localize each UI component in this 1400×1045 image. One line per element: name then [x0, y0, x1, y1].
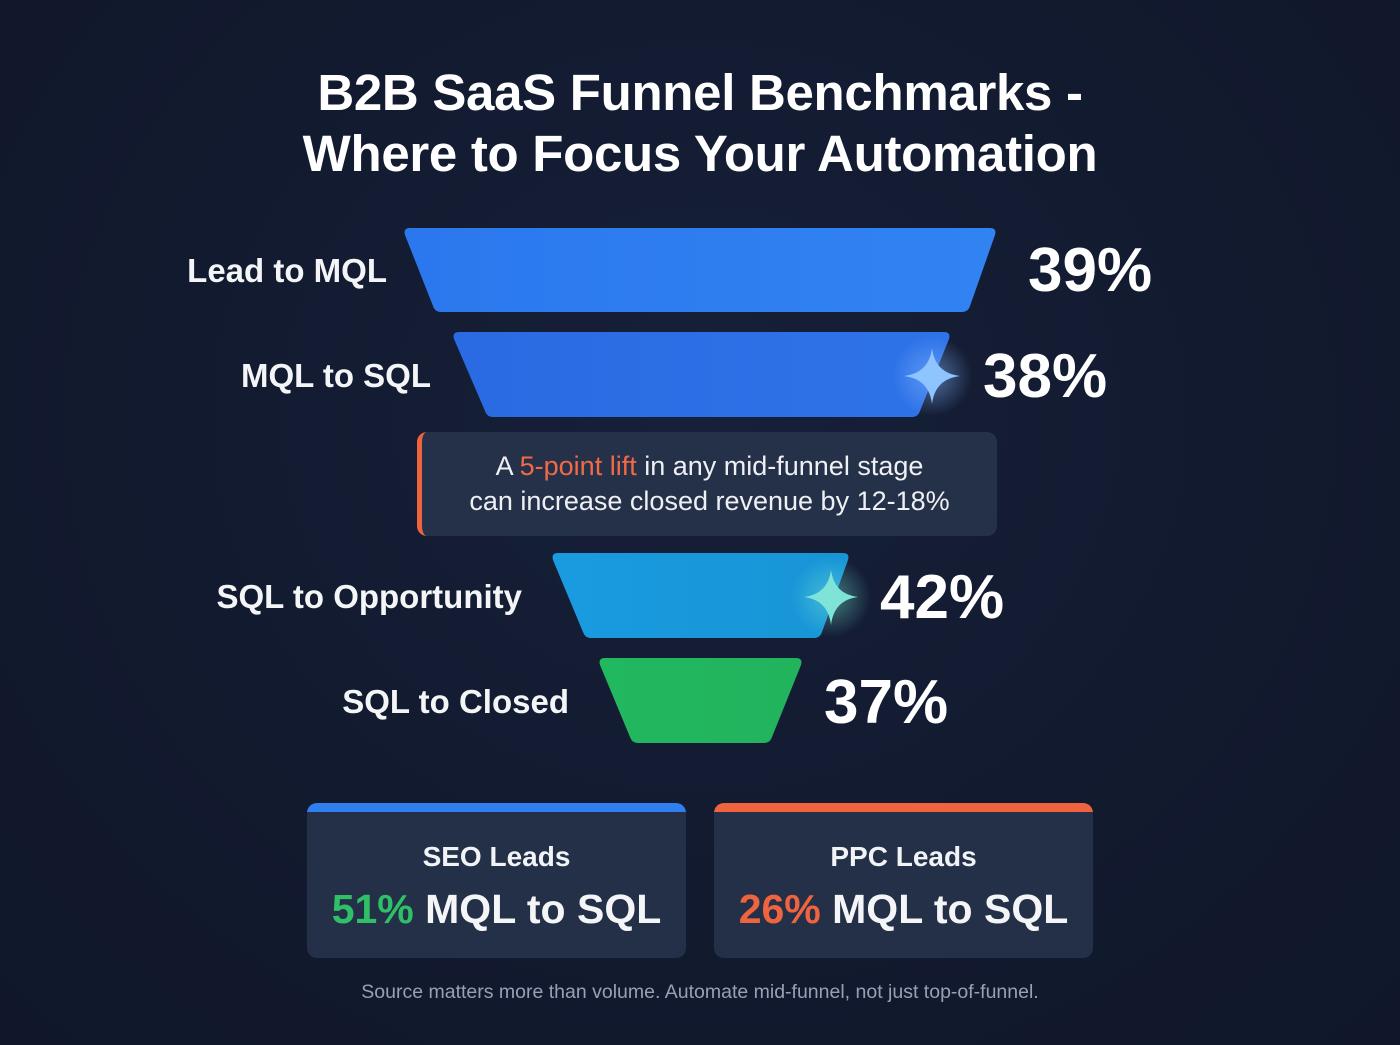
seo-stat-value: 51%: [331, 886, 414, 932]
title-line-1: B2B SaaS Funnel Benchmarks -: [317, 64, 1083, 121]
insight-callout: A 5-point lift in any mid-funnel stage c…: [417, 432, 997, 536]
ppc-leads-card: PPC Leads 26% MQL to SQL: [714, 803, 1093, 958]
ppc-card-accent-bar: [714, 803, 1093, 812]
ppc-stat-value: 26%: [738, 886, 821, 932]
stage-label-lead-to-mql: Lead to MQL: [187, 252, 387, 289]
seo-card-title: SEO Leads: [422, 841, 571, 872]
seo-card-stat: 51% MQL to SQL: [307, 885, 686, 933]
ppc-stat-label: MQL to SQL: [820, 886, 1069, 932]
funnel-stage-1-shape: [404, 228, 996, 312]
seo-stat-label: MQL to SQL: [413, 886, 662, 932]
stage-label-sql-to-closed: SQL to Closed: [342, 683, 569, 720]
stage-value-sql-to-opportunity: 42%: [880, 563, 1005, 632]
funnel-stage-4-shape: [599, 658, 802, 743]
stage-label-mql-to-sql: MQL to SQL: [240, 357, 431, 394]
callout-highlight: 5-point lift: [519, 451, 637, 481]
sparkle-icon: [892, 336, 972, 416]
callout-line-1: A 5-point lift in any mid-funnel stage: [496, 449, 924, 484]
funnel-stage-3-shape: [552, 553, 849, 638]
funnel-stage-2-shape: [453, 332, 950, 417]
seo-leads-card: SEO Leads 51% MQL to SQL: [307, 803, 686, 958]
callout-prefix: A: [495, 451, 520, 481]
footnote: Source matters more than volume. Automat…: [361, 981, 1039, 1003]
stage-value-mql-to-sql: 38%: [983, 342, 1108, 411]
seo-card-accent-bar: [307, 803, 686, 812]
title-line-2: Where to Focus Your Automation: [302, 125, 1098, 182]
stage-label-sql-to-opportunity: SQL to Opportunity: [216, 578, 522, 615]
sparkle-icon: [791, 557, 871, 637]
callout-line-2: can increase closed revenue by 12-18%: [469, 486, 950, 516]
stage-value-lead-to-mql: 39%: [1028, 236, 1153, 305]
page-title: B2B SaaS Funnel Benchmarks - Where to Fo…: [0, 62, 1400, 184]
ppc-card-title: PPC Leads: [830, 841, 977, 872]
stage-value-sql-to-closed: 37%: [824, 668, 949, 737]
callout-suffix: in any mid-funnel stage: [636, 451, 924, 481]
ppc-card-stat: 26% MQL to SQL: [714, 885, 1093, 933]
